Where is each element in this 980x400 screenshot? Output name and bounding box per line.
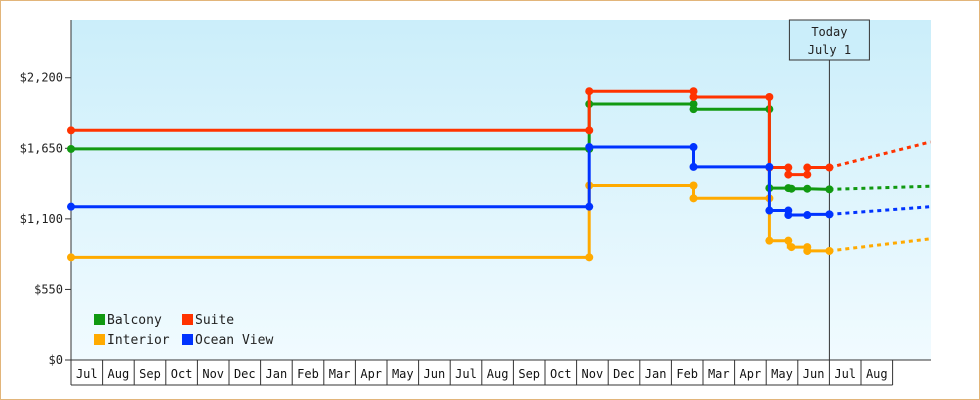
month-label: Jan [645,367,667,381]
data-point-interior [825,246,834,255]
month-label: Aug [866,367,888,381]
legend: Balcony Suite Interior Ocean View [94,313,273,348]
month-label: Apr [740,367,762,381]
legend-label-balcony: Balcony [107,313,162,328]
data-point-suite [689,87,698,96]
month-label: Aug [487,367,509,381]
data-point-balcony [67,144,75,153]
month-label: Jul [455,367,477,381]
data-point-ocean-view [765,162,774,171]
data-point-interior [689,181,698,190]
data-point-ocean-view [689,162,698,171]
data-point-suite [765,92,774,101]
month-label: Jan [266,367,288,381]
y-axis: $0 $550 $1,100 $1,650 $2,200 [20,20,72,385]
data-point-suite [784,170,793,179]
legend-swatch-interior [94,334,105,345]
data-point-ocean-view [803,211,812,220]
month-label: Feb [297,367,319,381]
forecast-line-interior [829,237,931,253]
legend-swatch-suite [182,314,193,325]
data-point-interior [784,236,793,245]
data-point-balcony [787,184,796,193]
month-label: Mar [708,367,730,381]
data-point-ocean-view [585,143,594,152]
legend-label-suite: Suite [195,313,234,328]
month-label: Jun [424,367,446,381]
month-label: Jun [803,367,825,381]
data-point-suite [803,170,812,179]
month-label: Sep [518,367,540,381]
month-label: Aug [108,367,130,381]
month-label: Oct [171,367,193,381]
data-point-ocean-view [67,202,75,211]
data-point-suite [689,92,698,101]
data-point-ocean-view [689,143,698,152]
x-axis: Jul Aug Sep Oct Nov Dec Jan Feb Mar Apr May Jun Jul A… [70,359,931,386]
data-point-balcony [689,105,698,114]
data-point-interior [689,194,698,203]
y-tick-label: $1,100 [20,212,63,226]
forecast-line-ocean-view [829,205,931,216]
today-date: July 1 [808,43,851,57]
data-point-ocean-view [825,210,834,219]
data-point-ocean-view [765,206,774,215]
legend-swatch-balcony [94,314,105,325]
today-marker: Today July 1 [788,19,870,360]
month-label: Dec [234,367,256,381]
data-point-suite [585,126,594,135]
month-label: Dec [613,367,635,381]
data-point-ocean-view [585,202,594,211]
y-tick-label: $550 [34,282,63,296]
month-label: Apr [360,367,382,381]
month-label: May [392,367,414,381]
data-point-interior [803,246,812,255]
y-tick-label: $2,200 [20,71,63,85]
legend-label-interior: Interior [107,333,170,348]
data-point-interior [67,253,75,262]
legend-label-ocean-view: Ocean View [195,333,273,348]
month-label: Nov [202,367,224,381]
data-point-suite [803,163,812,172]
month-label: Feb [676,367,698,381]
forecast-line-suite [829,140,931,169]
data-point-interior [765,236,774,245]
month-label: Oct [550,367,572,381]
series-group [67,87,931,262]
data-point-suite [784,163,793,172]
month-label: Mar [329,367,351,381]
month-label: Jul [76,367,98,381]
data-point-suite [825,163,834,172]
month-label: Sep [139,367,161,381]
month-label: Nov [582,367,604,381]
data-point-balcony [825,185,834,194]
month-label: Jul [834,367,856,381]
data-point-suite [67,126,75,135]
y-tick-label: $1,650 [20,141,63,155]
today-label: Today [811,25,847,39]
data-point-interior [787,243,796,252]
data-point-balcony [803,184,812,193]
series-ocean-view [67,143,931,220]
legend-swatch-ocean-view [182,334,193,345]
today-box [788,19,870,61]
data-point-ocean-view [784,211,793,220]
y-tick-label: $0 [49,353,63,367]
forecast-line-balcony [829,184,931,191]
month-label: May [771,367,793,381]
data-point-suite [585,87,594,96]
data-point-interior [585,253,594,262]
